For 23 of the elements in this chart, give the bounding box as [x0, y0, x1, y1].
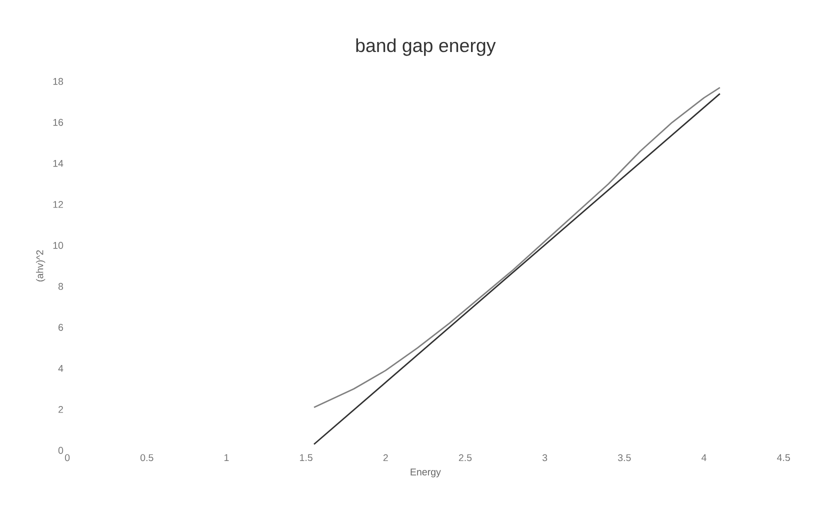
y-tick-label: 0	[58, 447, 64, 454]
y-tick-label: 6	[58, 324, 64, 331]
x-tick-label: 2.5	[458, 454, 472, 462]
y-axis-title: (ahv)^2	[36, 250, 46, 282]
chart-title: band gap energy	[356, 38, 496, 56]
y-tick-label: 4	[58, 365, 64, 372]
y-tick-label: 14	[53, 160, 64, 167]
x-tick-label: 3.5	[618, 454, 631, 462]
x-tick-label: 1	[224, 454, 229, 462]
x-tick-label: 0.5	[140, 454, 154, 462]
x-tick-label: 4.5	[777, 454, 790, 462]
y-tick-label: 8	[58, 283, 64, 290]
y-tick-label: 18	[53, 78, 64, 85]
x-axis-title: Energy	[410, 468, 441, 478]
x-tick-label: 2	[383, 454, 388, 462]
x-tick-label: 1.5	[300, 454, 312, 462]
y-tick-label: 10	[53, 242, 64, 249]
y-tick-label: 16	[53, 119, 64, 126]
x-tick-label: 4	[702, 454, 706, 462]
x-tick-label: 0	[64, 454, 70, 462]
y-tick-label: 2	[58, 406, 63, 413]
x-tick-label: 3	[542, 454, 548, 462]
y-tick-label: 12	[53, 201, 63, 208]
